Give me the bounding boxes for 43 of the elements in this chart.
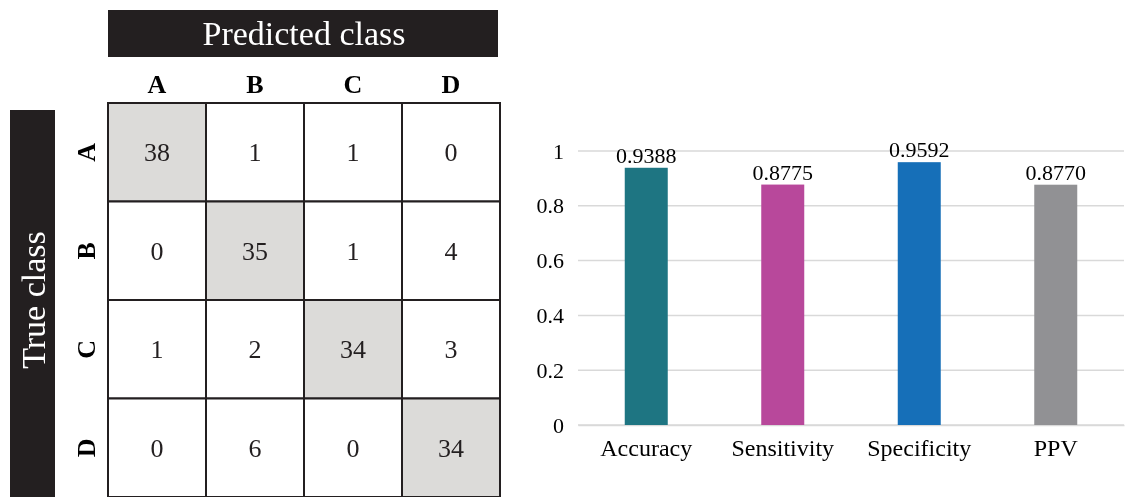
x-tick-label: Sensitivity — [731, 435, 835, 462]
data-label: 0 — [150, 433, 164, 463]
data-label: 0.8770 — [1025, 159, 1086, 185]
data-label: 0 — [150, 236, 164, 266]
data-label: 1 — [248, 138, 262, 168]
data-label: 2 — [248, 335, 262, 365]
data-label: 38 — [144, 138, 170, 168]
y-tick-label: B — [72, 242, 101, 260]
y-tick-label: C — [72, 339, 101, 359]
x-tick-label: Specificity — [867, 435, 972, 462]
data-label: 3 — [444, 335, 458, 365]
data-label: 34 — [438, 433, 464, 463]
data-label: 0.9592 — [889, 137, 950, 163]
y-tick-label: 0.4 — [536, 302, 564, 328]
y-tick-label: 0.6 — [536, 248, 564, 274]
bar — [897, 162, 941, 425]
data-label: 6 — [248, 433, 262, 463]
data-label: 0.9388 — [616, 142, 677, 168]
y-tick-label: A — [72, 142, 101, 162]
y-tick-label: 0.8 — [536, 193, 564, 219]
data-label: 4 — [444, 236, 458, 266]
x-tick-label: B — [246, 70, 264, 99]
y-tick-label: 0 — [553, 412, 564, 438]
x-tick-label: D — [441, 70, 461, 99]
bar — [1034, 184, 1078, 425]
x-tick-label: A — [147, 70, 167, 99]
y-tick-label: 1 — [553, 138, 564, 164]
y-axis-title: True class — [15, 231, 52, 369]
data-label: 0 — [444, 138, 458, 168]
data-label: 35 — [242, 236, 268, 266]
y-tick-label: 0.2 — [536, 357, 564, 383]
x-tick-label: Accuracy — [600, 435, 693, 462]
data-label: 0.8775 — [752, 159, 813, 185]
x-axis-title: Predicted class — [202, 15, 406, 52]
x-tick-label: C — [343, 70, 363, 99]
data-label: 1 — [346, 236, 360, 266]
data-label: 0 — [346, 433, 360, 463]
bar — [624, 167, 668, 425]
bar — [761, 184, 805, 425]
data-label: 1 — [150, 335, 164, 365]
data-label: 34 — [340, 335, 366, 365]
x-tick-label: PPV — [1033, 435, 1079, 462]
data-label: 1 — [346, 138, 360, 168]
